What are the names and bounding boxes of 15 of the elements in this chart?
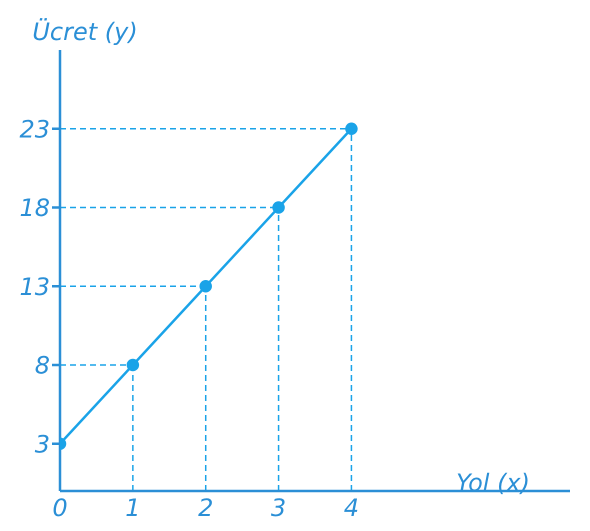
x-tick-label: 1 (125, 494, 140, 522)
x-tick-label: 2 (198, 494, 214, 522)
y-tick-label: 13 (19, 272, 50, 301)
y-axis-title: Ücret (y) (32, 18, 138, 46)
x-tick-label: 4 (344, 494, 360, 522)
point (126, 358, 140, 372)
y-tick-label: 23 (19, 115, 50, 144)
x-tick-label: 3 (270, 494, 286, 522)
point (199, 280, 212, 292)
y-tick-label: 3 (34, 430, 50, 458)
x-tick-label: 0 (52, 494, 68, 522)
point (345, 122, 358, 135)
y-tick-label: 18 (19, 194, 50, 222)
y-tick-label: 8 (34, 352, 50, 380)
point (272, 201, 285, 214)
